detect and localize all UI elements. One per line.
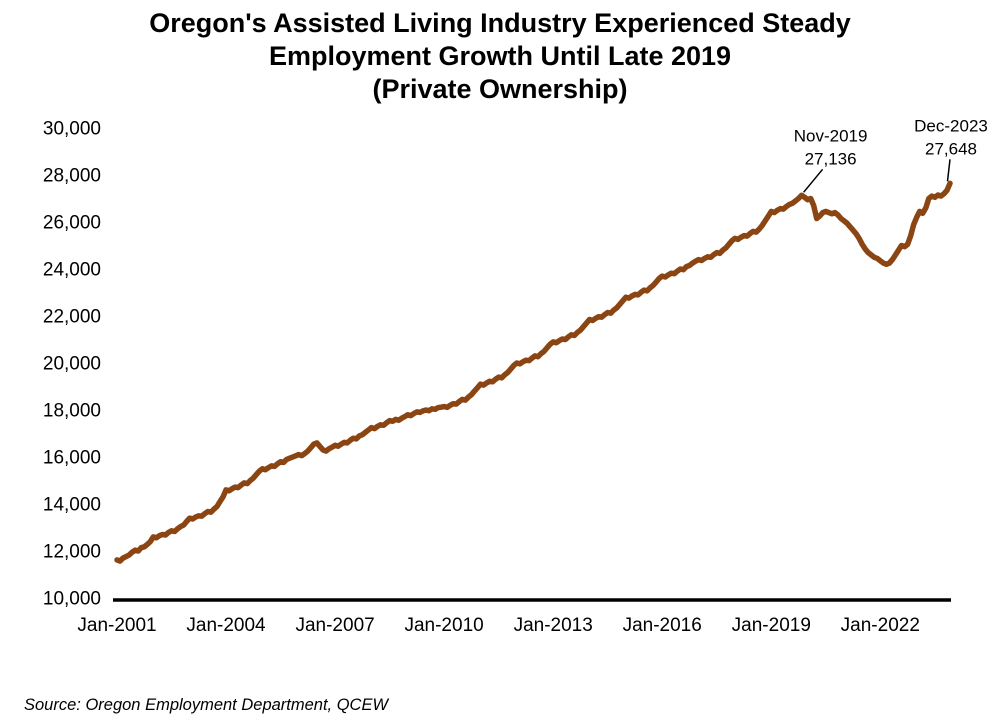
y-axis-tick-label: 30,000 — [43, 119, 101, 140]
chart-title: Oregon's Assisted Living Industry Experi… — [0, 7, 1000, 106]
source-note: Source: Oregon Employment Department, QC… — [24, 696, 389, 714]
chart-title-line-3: (Private Ownership) — [372, 74, 628, 104]
x-axis-tick-label: Jan-2013 — [514, 615, 593, 636]
y-axis-tick-label: 20,000 — [43, 354, 101, 375]
annotation-leader-line — [803, 168, 824, 193]
x-axis-tick-label: Jan-2016 — [623, 615, 702, 636]
x-axis-tick-label: Jan-2007 — [295, 615, 374, 636]
employment-line — [114, 180, 953, 564]
annotation-date-label: Nov-2019 — [794, 126, 868, 145]
chart-title-line-1: Oregon's Assisted Living Industry Experi… — [149, 8, 851, 38]
x-axis-tick-label: Jan-2022 — [841, 615, 920, 636]
y-axis-tick-label: 28,000 — [43, 166, 101, 187]
x-axis-tick-label: Jan-2010 — [404, 615, 483, 636]
y-axis-tick-label: 12,000 — [43, 542, 101, 563]
y-axis-tick-label: 26,000 — [43, 213, 101, 234]
annotation-date-label: Dec-2023 — [914, 116, 988, 135]
x-axis-tick-label: Jan-2001 — [77, 615, 156, 636]
y-axis-tick-label: 24,000 — [43, 260, 101, 281]
x-axis-tick-label: Jan-2019 — [732, 615, 811, 636]
chart-title-line-2: Employment Growth Until Late 2019 — [268, 41, 732, 71]
y-axis-tick-label: 10,000 — [43, 589, 101, 610]
x-axis-tick-label: Jan-2004 — [186, 615, 266, 636]
y-axis-tick-label: 16,000 — [43, 448, 101, 469]
y-axis-tick-label: 22,000 — [43, 307, 101, 328]
y-axis-tick-label: 14,000 — [43, 495, 101, 516]
annotation-leader-line — [946, 159, 951, 182]
y-axis-tick-label: 18,000 — [43, 401, 101, 422]
annotation-value-label: 27,136 — [805, 149, 857, 168]
annotation-value-label: 27,648 — [925, 139, 977, 158]
